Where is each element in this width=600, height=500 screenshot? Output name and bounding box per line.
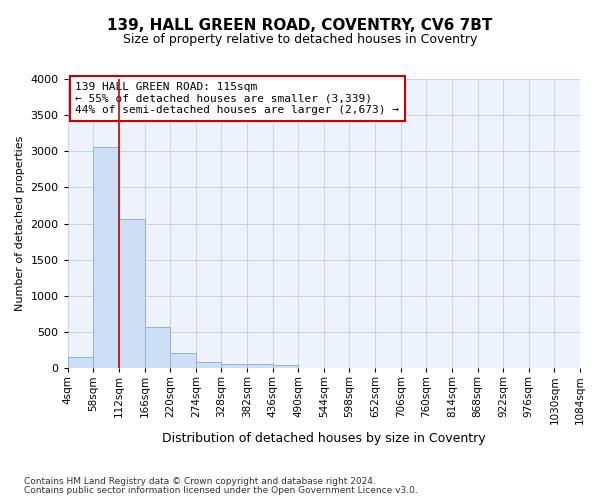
Text: Size of property relative to detached houses in Coventry: Size of property relative to detached ho…	[123, 32, 477, 46]
Bar	[68, 358, 94, 368]
Bar	[247, 364, 272, 368]
Text: 139, HALL GREEN ROAD, COVENTRY, CV6 7BT: 139, HALL GREEN ROAD, COVENTRY, CV6 7BT	[107, 18, 493, 32]
Bar	[221, 364, 247, 368]
Bar	[170, 354, 196, 368]
Y-axis label: Number of detached properties: Number of detached properties	[15, 136, 25, 311]
Bar	[145, 327, 170, 368]
Text: Contains HM Land Registry data © Crown copyright and database right 2024.: Contains HM Land Registry data © Crown c…	[24, 477, 376, 486]
Text: Contains public sector information licensed under the Open Government Licence v3: Contains public sector information licen…	[24, 486, 418, 495]
Bar	[272, 365, 298, 368]
Bar	[119, 219, 145, 368]
Text: 139 HALL GREEN ROAD: 115sqm
← 55% of detached houses are smaller (3,339)
44% of : 139 HALL GREEN ROAD: 115sqm ← 55% of det…	[76, 82, 400, 115]
X-axis label: Distribution of detached houses by size in Coventry: Distribution of detached houses by size …	[162, 432, 485, 445]
Bar	[196, 362, 221, 368]
Bar	[94, 147, 119, 368]
